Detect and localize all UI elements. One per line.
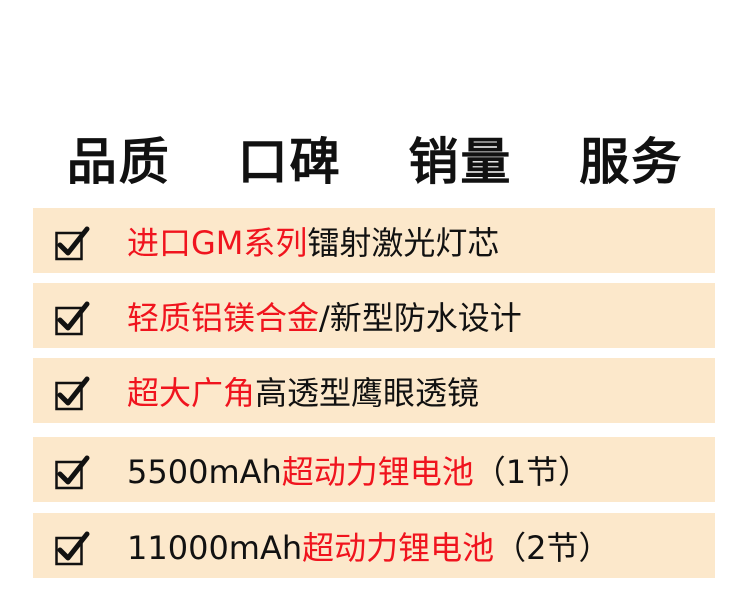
- checkbox-checked-icon: [55, 226, 90, 261]
- feature-text-segment: 超大广角: [127, 373, 256, 412]
- checkbox-checked-icon: [55, 531, 90, 566]
- feature-text: 11000mAh超动力锂电池（2节）: [127, 523, 611, 569]
- checkbox-checked-icon: [55, 376, 90, 411]
- feature-text-segment: 进口GM系列: [127, 223, 308, 262]
- feature-text: 进口GM系列镭射激光灯芯: [127, 218, 499, 264]
- feature-text-segment: 超动力锂电池: [281, 452, 474, 491]
- feature-text-segment: （2节）: [494, 528, 611, 567]
- feature-text-segment: 镭射激光灯芯: [307, 223, 500, 262]
- feature-text: 轻质铝镁合金/新型防水设计: [127, 293, 522, 339]
- feature-text-segment: 5500mAh: [127, 452, 282, 491]
- checkbox-checked-icon: [55, 455, 90, 490]
- feature-text-segment: 轻质铝镁合金: [127, 298, 320, 337]
- headline: 品质 口碑 销量 服务: [66, 133, 684, 191]
- feature-text-segment: /新型防水设计: [319, 298, 522, 337]
- feature-text-segment: 高透型鹰眼透镜: [255, 373, 480, 412]
- feature-item: 超大广角高透型鹰眼透镜: [33, 358, 715, 423]
- feature-item: 进口GM系列镭射激光灯芯: [33, 208, 715, 273]
- feature-item: 11000mAh超动力锂电池（2节）: [33, 513, 715, 578]
- feature-text: 5500mAh超动力锂电池（1节）: [127, 447, 590, 493]
- feature-text-segment: 超动力锂电池: [302, 528, 495, 567]
- checkbox-checked-icon: [55, 301, 90, 336]
- feature-text-segment: （1节）: [473, 452, 591, 491]
- feature-text-segment: 11000mAh: [127, 528, 303, 567]
- feature-item: 轻质铝镁合金/新型防水设计: [33, 283, 715, 348]
- feature-item: 5500mAh超动力锂电池（1节）: [33, 437, 715, 502]
- feature-text: 超大广角高透型鹰眼透镜: [127, 368, 479, 414]
